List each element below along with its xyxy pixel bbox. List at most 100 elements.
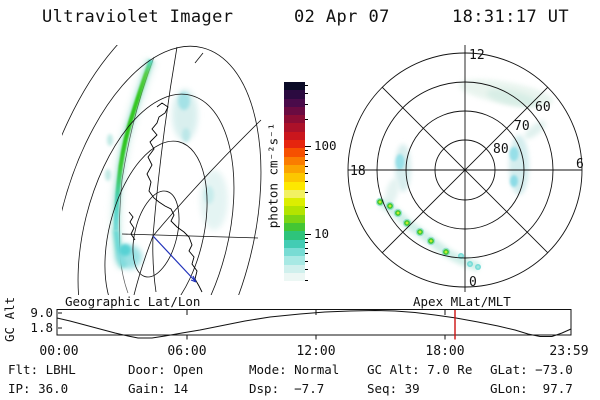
xtick-0600: 06:00 [167,344,206,359]
auroral-spot [378,200,382,204]
colorbar-band [284,247,305,257]
xtick-1200: 12:00 [296,344,335,359]
xtick-0000: 00:00 [39,344,78,359]
auroral-spot [468,262,472,266]
mlt-label-0: 0 [469,275,477,290]
lat-circle [132,190,180,278]
colorbar-band [284,90,305,99]
meridian-line [152,119,262,237]
xtick-2359: 23:59 [549,344,588,359]
map-graticule [62,45,262,295]
lat-circle [62,45,262,295]
cyan-core [510,175,518,187]
image-date: 02 Apr 07 [294,7,390,27]
auroral-spot [388,204,392,208]
colorbar-tick [305,253,308,254]
status-glat: GLat: −73.0 [490,362,573,377]
colorbar-band [284,98,305,107]
faint-patch-core [178,92,190,110]
colorbar-tick [305,154,308,155]
colorbar-tick [305,93,308,94]
colorbar-tick [305,173,308,174]
altitude-timeline-plot: Geographic Lat/Lon Apex MLat/MLT 9.0 1.8… [2,295,589,359]
cyan-core [395,154,405,170]
colorbar-tick [305,150,308,151]
mlat-label-60: 60 [535,100,551,115]
colorbar-tick [305,146,311,147]
status-glon: GLon: 97.7 [490,381,573,396]
colorbar-band [284,140,305,149]
colorbar-unit-label: photon cm⁻²s⁻¹ [265,122,281,229]
colorbar-tick [305,269,308,270]
auroral-spot [405,221,409,225]
mlat-label-70: 70 [514,119,530,134]
colorbar-band [284,214,305,224]
status-door: Door: Open [128,362,204,377]
coastline-fragment [128,211,136,241]
auroral-spot [429,239,433,243]
mlat-label-80: 80 [493,142,509,157]
orbit-track-line [152,235,197,283]
colorbar-tick [305,192,308,193]
colorbar-band [284,148,305,157]
colorbar-tick [305,242,308,243]
polar-grid [347,45,583,292]
status-gain: Gain: 14 [128,381,189,396]
colorbar-band [284,123,305,132]
lat-circle [104,140,208,295]
colorbar-band [284,206,305,215]
map-aurora-layer [105,56,228,294]
colorbar-band [284,181,305,190]
colorbar-tick [305,104,308,105]
left-plot-caption: Geographic Lat/Lon [65,295,200,309]
colorbar-tick [305,248,308,249]
colorbar-tick-label: 100 [314,138,337,153]
timeline-ticks [58,310,446,340]
colorbar-band [284,173,305,182]
colorbar-tick [305,261,308,262]
xtick-1800: 18:00 [425,344,464,359]
colorbar-tick [305,238,308,239]
colorbar-tick [305,280,308,281]
geographic-map-plot [62,45,262,295]
right-plot-caption: Apex MLat/MLT [413,295,511,309]
diagonal-spoke [381,86,549,254]
colorbar-band [284,115,305,124]
auroral-spot [476,265,480,269]
meridian-line [152,235,157,293]
ytick-1.8: 1.8 [30,320,53,335]
mlt-label-18: 18 [350,164,366,179]
colorbar-tick [305,166,308,167]
colorbar-band [284,189,305,199]
faint-patch [524,121,546,139]
colorbar-band [284,264,305,273]
y-axis-label: GC Alt [2,297,17,342]
auroral-spot [396,211,400,215]
meridian-line [152,46,178,237]
meridian-line [194,52,204,64]
colorbar-tick [305,85,308,86]
faint-patch [385,178,399,206]
auroral-spot [444,250,448,254]
auroral-spot [459,254,463,258]
aurora-arc-core [113,59,154,231]
colorbar-band [284,131,305,141]
lat-circle [77,93,235,295]
status-gcalt: GC Alt: 7.0 Re [367,362,473,377]
colorbar-band [284,223,305,232]
timeline-top-labels: Geographic Lat/Lon Apex MLat/MLT [65,295,511,309]
faint-speckle [107,134,113,146]
faint-speckle [182,128,190,142]
status-flt: Flt: LBHL [8,362,76,377]
mlt-label-12: 12 [469,48,485,63]
colorbar-band [284,256,305,265]
status-ip: IP: 36.0 [8,381,69,396]
auroral-spot-chain [375,197,481,270]
timeline-x-labels: 00:00 06:00 12:00 18:00 23:59 [39,344,588,359]
colorbar [284,82,305,282]
colorbar-band [284,239,305,248]
colorbar-band [284,82,305,91]
auroral-spot [418,230,422,234]
colorbar-band [284,198,305,207]
